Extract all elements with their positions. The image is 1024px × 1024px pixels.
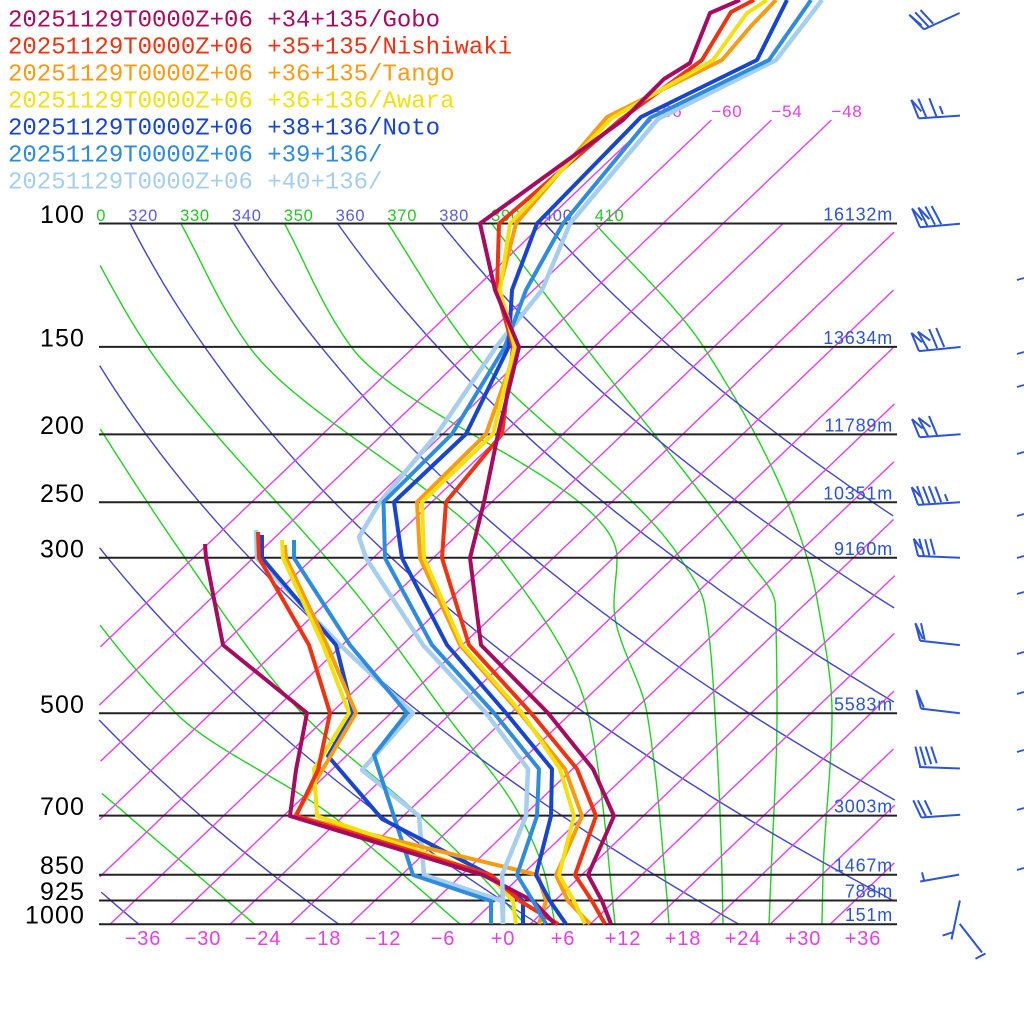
svg-text:350: 350 <box>284 207 314 225</box>
svg-text:320: 320 <box>128 207 158 225</box>
svg-text:20251129T0000Z+06 +39+136/: 20251129T0000Z+06 +39+136/ <box>8 143 382 170</box>
svg-text:+24: +24 <box>725 928 762 950</box>
svg-text:20251129T0000Z+06 +35+135/Nish: 20251129T0000Z+06 +35+135/Nishiwaki <box>8 35 512 62</box>
svg-text:20251129T0000Z+06 +40+136/: 20251129T0000Z+06 +40+136/ <box>8 170 382 197</box>
svg-text:925: 925 <box>40 878 85 906</box>
svg-text:200: 200 <box>40 412 85 440</box>
svg-text:16132m: 16132m <box>823 205 893 225</box>
svg-text:20251129T0000Z+06 +38+136/Noto: 20251129T0000Z+06 +38+136/Noto <box>8 116 440 143</box>
svg-text:1000: 1000 <box>25 902 85 930</box>
svg-text:−54: −54 <box>771 102 802 121</box>
svg-text:+6: +6 <box>551 928 576 950</box>
svg-text:1467m: 1467m <box>834 856 893 876</box>
svg-text:20251129T0000Z+06 +34+135/Gobo: 20251129T0000Z+06 +34+135/Gobo <box>8 8 440 35</box>
svg-text:−48: −48 <box>831 102 862 121</box>
svg-text:850: 850 <box>40 852 85 880</box>
svg-text:+36: +36 <box>845 928 882 950</box>
svg-text:+0: +0 <box>491 928 516 950</box>
svg-text:300: 300 <box>40 535 85 563</box>
svg-text:788m: 788m <box>845 882 893 902</box>
svg-text:3003m: 3003m <box>834 797 893 817</box>
svg-text:−30: −30 <box>185 928 222 950</box>
svg-text:−60: −60 <box>711 102 742 121</box>
svg-text:−18: −18 <box>305 928 342 950</box>
svg-text:20251129T0000Z+06 +36+136/Awar: 20251129T0000Z+06 +36+136/Awara <box>8 89 454 116</box>
svg-text:700: 700 <box>40 793 85 821</box>
svg-text:−12: −12 <box>365 928 402 950</box>
svg-text:20251129T0000Z+06 +36+135/Tang: 20251129T0000Z+06 +36+135/Tango <box>8 62 454 89</box>
svg-text:+18: +18 <box>665 928 702 950</box>
svg-text:330: 330 <box>180 207 210 225</box>
svg-text:−36: −36 <box>125 928 162 950</box>
svg-text:250: 250 <box>40 480 85 508</box>
svg-text:150: 150 <box>40 324 85 352</box>
svg-text:+12: +12 <box>605 928 642 950</box>
svg-text:310: 310 <box>76 207 106 225</box>
svg-text:−6: −6 <box>431 928 456 950</box>
svg-text:100: 100 <box>40 201 85 229</box>
svg-text:340: 340 <box>232 207 262 225</box>
svg-text:13634m: 13634m <box>823 328 893 348</box>
svg-text:10351m: 10351m <box>823 483 893 503</box>
svg-text:410: 410 <box>595 207 625 225</box>
svg-text:−24: −24 <box>245 928 282 950</box>
svg-text:380: 380 <box>439 207 469 225</box>
svg-text:+30: +30 <box>785 928 822 950</box>
svg-text:11789m: 11789m <box>825 415 893 435</box>
svg-text:151m: 151m <box>845 905 893 925</box>
svg-text:500: 500 <box>40 691 85 719</box>
svg-text:370: 370 <box>387 207 417 225</box>
svg-text:5583m: 5583m <box>834 694 893 714</box>
svg-text:9160m: 9160m <box>834 539 893 559</box>
svg-text:360: 360 <box>336 207 366 225</box>
